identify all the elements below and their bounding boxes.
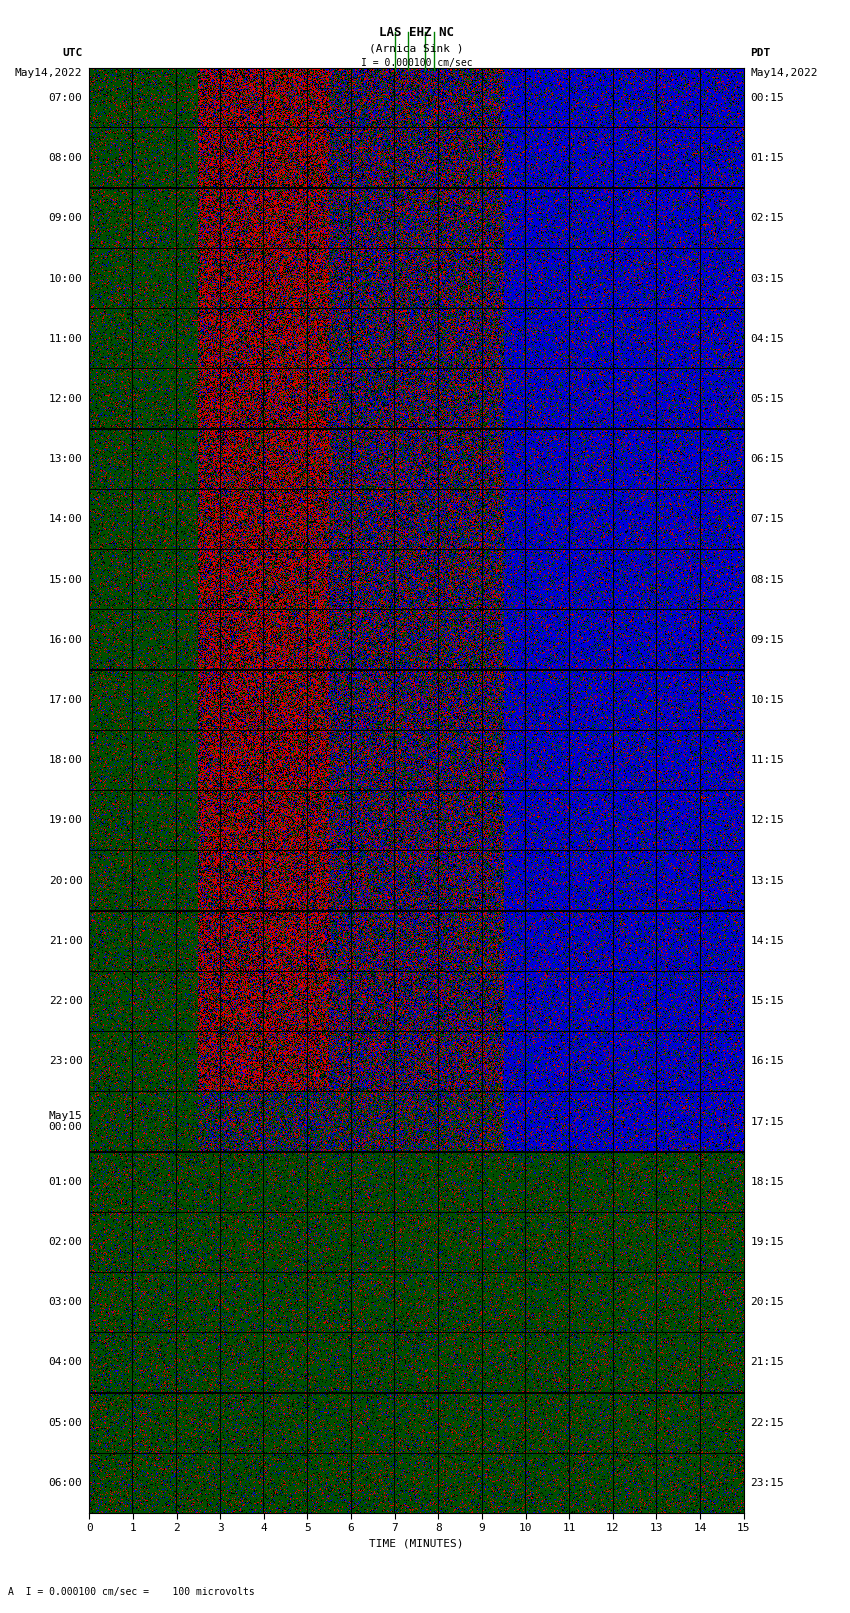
Text: 11:00: 11:00	[48, 334, 82, 344]
Text: 04:00: 04:00	[48, 1358, 82, 1368]
Text: 09:00: 09:00	[48, 213, 82, 223]
Text: 21:00: 21:00	[48, 936, 82, 945]
Text: 14:15: 14:15	[751, 936, 785, 945]
Text: 06:00: 06:00	[48, 1478, 82, 1487]
Text: 10:15: 10:15	[751, 695, 785, 705]
Text: 17:00: 17:00	[48, 695, 82, 705]
Text: 20:15: 20:15	[751, 1297, 785, 1307]
Text: 21:15: 21:15	[751, 1358, 785, 1368]
Text: 06:15: 06:15	[751, 455, 785, 465]
Text: 00:15: 00:15	[751, 94, 785, 103]
Text: 18:15: 18:15	[751, 1177, 785, 1187]
Text: 17:15: 17:15	[751, 1116, 785, 1126]
Text: 08:15: 08:15	[751, 574, 785, 584]
Text: 13:00: 13:00	[48, 455, 82, 465]
Text: 18:00: 18:00	[48, 755, 82, 765]
Text: I = 0.000100 cm/sec: I = 0.000100 cm/sec	[360, 58, 473, 68]
Text: 23:00: 23:00	[48, 1057, 82, 1066]
Text: 12:00: 12:00	[48, 394, 82, 403]
Text: 22:15: 22:15	[751, 1418, 785, 1428]
Text: 16:15: 16:15	[751, 1057, 785, 1066]
Text: 14:00: 14:00	[48, 515, 82, 524]
Text: 03:15: 03:15	[751, 274, 785, 284]
Text: 23:15: 23:15	[751, 1478, 785, 1487]
Text: May14,2022: May14,2022	[15, 68, 82, 77]
Text: 01:15: 01:15	[751, 153, 785, 163]
Text: 07:00: 07:00	[48, 94, 82, 103]
Text: May15
00:00: May15 00:00	[48, 1111, 82, 1132]
Text: 19:00: 19:00	[48, 816, 82, 826]
Text: 16:00: 16:00	[48, 636, 82, 645]
Text: May14,2022: May14,2022	[751, 68, 818, 77]
X-axis label: TIME (MINUTES): TIME (MINUTES)	[369, 1539, 464, 1548]
Text: 13:15: 13:15	[751, 876, 785, 886]
Text: 02:15: 02:15	[751, 213, 785, 223]
Text: 05:00: 05:00	[48, 1418, 82, 1428]
Text: 03:00: 03:00	[48, 1297, 82, 1307]
Text: 15:15: 15:15	[751, 997, 785, 1007]
Text: 12:15: 12:15	[751, 816, 785, 826]
Text: 07:15: 07:15	[751, 515, 785, 524]
Text: 11:15: 11:15	[751, 755, 785, 765]
Text: 22:00: 22:00	[48, 997, 82, 1007]
Text: 02:00: 02:00	[48, 1237, 82, 1247]
Text: (Arnica Sink ): (Arnica Sink )	[369, 44, 464, 53]
Text: LAS EHZ NC: LAS EHZ NC	[379, 26, 454, 39]
Text: 04:15: 04:15	[751, 334, 785, 344]
Text: 20:00: 20:00	[48, 876, 82, 886]
Text: 09:15: 09:15	[751, 636, 785, 645]
Text: 15:00: 15:00	[48, 574, 82, 584]
Text: A  I = 0.000100 cm/sec =    100 microvolts: A I = 0.000100 cm/sec = 100 microvolts	[8, 1587, 255, 1597]
Text: 08:00: 08:00	[48, 153, 82, 163]
Text: PDT: PDT	[751, 48, 771, 58]
Text: 19:15: 19:15	[751, 1237, 785, 1247]
Text: 10:00: 10:00	[48, 274, 82, 284]
Text: 05:15: 05:15	[751, 394, 785, 403]
Text: 01:00: 01:00	[48, 1177, 82, 1187]
Text: UTC: UTC	[62, 48, 82, 58]
